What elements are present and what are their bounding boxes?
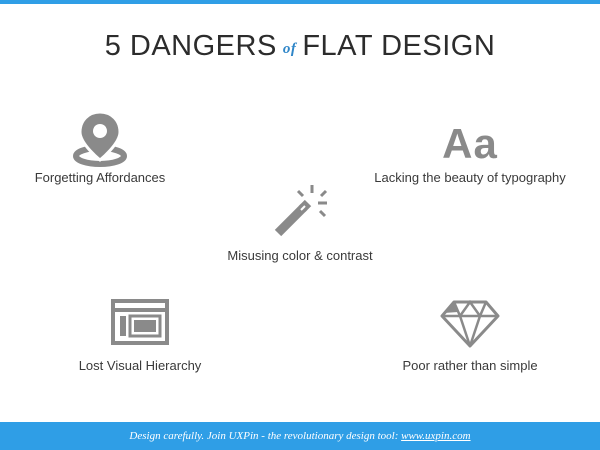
- item-label: Misusing color & contrast: [227, 248, 373, 263]
- diamond-icon: [440, 300, 500, 348]
- footer-text: Design carefully. Join UXPin - the revol…: [129, 430, 402, 442]
- map-pin-icon: [73, 110, 127, 167]
- item-poor-simple: Poor rather than simple: [390, 300, 550, 373]
- title-of: of: [282, 41, 297, 57]
- item-forgetting-affordances: Forgetting Affordances: [20, 108, 180, 185]
- title-part-1: 5 DANGERS: [104, 30, 277, 62]
- item-visual-hierarchy: Lost Visual Hierarchy: [60, 298, 220, 373]
- footer-bar: Design carefully. Join UXPin - the revol…: [0, 422, 600, 450]
- layout-window-icon: [111, 299, 169, 345]
- item-label: Poor rather than simple: [402, 358, 538, 373]
- title-part-2: FLAT DESIGN: [302, 30, 496, 62]
- slide-title: 5 DANGERS of FLAT DESIGN: [0, 30, 600, 63]
- item-label: Forgetting Affordances: [34, 170, 166, 185]
- top-accent-bar: [0, 0, 600, 4]
- footer-link[interactable]: www.uxpin.com: [401, 430, 471, 442]
- item-label: Lacking the beauty of typography: [374, 170, 566, 185]
- magic-wand-icon: [274, 185, 328, 237]
- item-label: Lost Visual Hierarchy: [78, 358, 202, 373]
- typography-aa-icon: Aa: [442, 120, 498, 167]
- item-typography: Aa Lacking the beauty of typography: [370, 120, 570, 186]
- item-color-contrast: Misusing color & contrast: [210, 183, 390, 263]
